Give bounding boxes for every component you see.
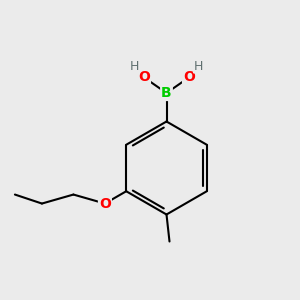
Text: B: B [161,86,172,100]
Text: O: O [183,70,195,84]
Text: H: H [130,59,139,73]
Text: H: H [194,59,203,73]
Text: O: O [99,196,111,211]
Text: O: O [138,70,150,84]
